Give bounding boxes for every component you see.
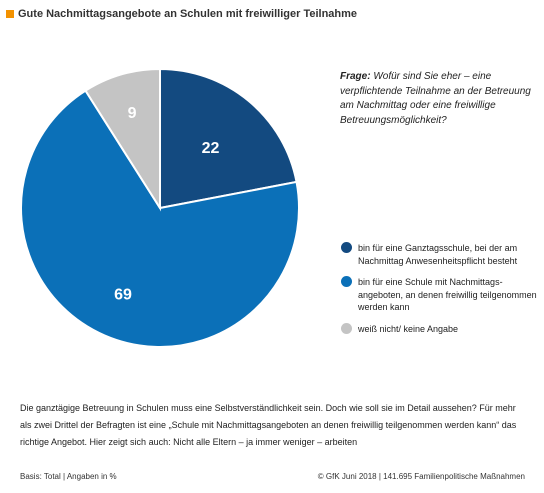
- legend-swatch-keine-angabe: [341, 322, 352, 334]
- pie-label-keine-angabe: 9: [128, 105, 137, 122]
- pie-label-ganztag: 22: [202, 140, 220, 157]
- legend-item: bin für eine Schule mit Nachmittags-ange…: [341, 276, 537, 314]
- footer-source: © GfK Juni 2018 | 141.695 Familienpoliti…: [317, 472, 525, 481]
- title-marker-icon: [6, 10, 14, 18]
- legend-item: weiß nicht/ keine Angabe: [341, 322, 537, 336]
- legend-label: bin für eine Ganztagsschule, bei der am …: [358, 243, 518, 266]
- footer: Basis: Total | Angaben in % © GfK Juni 2…: [20, 472, 525, 481]
- chart-title: Gute Nachmittagsangebote an Schulen mit …: [18, 8, 358, 20]
- pie-slice-freiwillig: [20, 89, 300, 348]
- pie-label-freiwillig: 69: [114, 286, 132, 303]
- legend-label: weiß nicht/ keine Angabe: [358, 323, 459, 334]
- survey-question: Frage: Wofür sind Sie eher – eine verpfl…: [340, 70, 538, 128]
- legend: bin für eine Ganztagsschule, bei der am …: [341, 242, 537, 344]
- pie-slice-keine-angabe: [84, 67, 161, 212]
- pie-slice-ganztag: [159, 67, 298, 210]
- legend-label: bin für eine Schule mit Nachmittags-ange…: [358, 277, 537, 312]
- question-text: Wofür sind Sie eher – eine verpflichtend…: [340, 71, 531, 126]
- body-text: Die ganztägige Betreuung in Schulen muss…: [20, 403, 517, 447]
- legend-item: bin für eine Ganztagsschule, bei der am …: [341, 242, 537, 267]
- legend-swatch-freiwillig: [341, 276, 352, 287]
- question-label: Frage:: [340, 71, 371, 82]
- footer-basis: Basis: Total | Angaben in %: [20, 472, 117, 481]
- legend-swatch-ganztag: [341, 242, 352, 253]
- chart-header: Gute Nachmittagsangebote an Schulen mit …: [6, 8, 357, 20]
